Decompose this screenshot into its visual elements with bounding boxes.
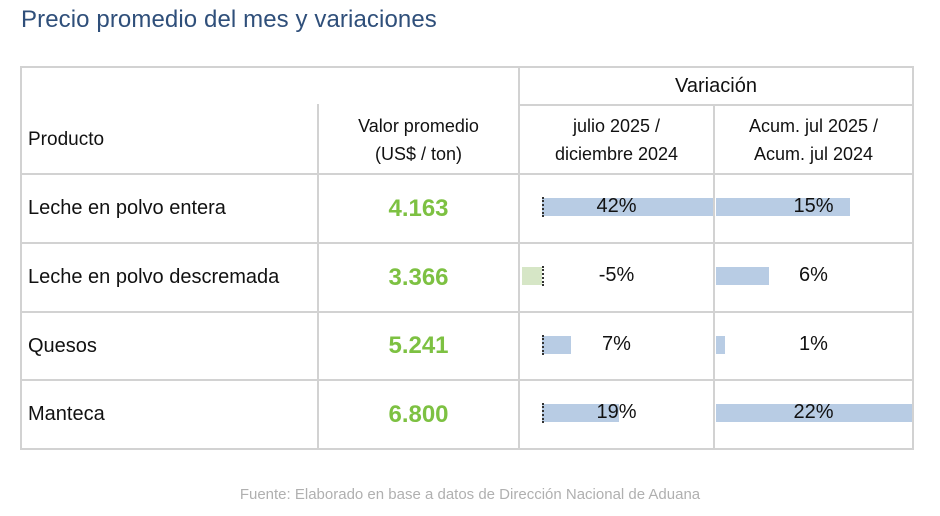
variacion-header: Variación [520, 68, 912, 104]
monthly-variation-bar [542, 403, 620, 422]
monthly-variation-header-line1: julio 2025 / [572, 115, 661, 136]
table-row-product: Leche en polvo entera [28, 197, 226, 219]
monthly-variation-header-line2: diciembre 2024 [554, 143, 679, 164]
cumulative-variation-bar [716, 197, 850, 216]
table-row-value: 6.800 [388, 400, 449, 428]
monthly-variation-value: 42% [596, 195, 637, 217]
cumulative-variation-value: 15% [793, 195, 834, 217]
monthly-variation-value: -5% [598, 264, 635, 286]
monthly-variation-bar [521, 266, 542, 285]
table-row-value: 3.366 [388, 263, 449, 291]
valor-header-line1: Valor promedio [358, 115, 479, 136]
cumulative-variation-bar [716, 335, 725, 354]
cumulative-variation-value: 22% [793, 401, 834, 423]
valor-header-line2: (US$ / ton) [374, 143, 463, 164]
cumulative-variation-value: 6% [799, 264, 828, 286]
source-footnote: Fuente: Elaborado en base a datos de Dir… [239, 486, 701, 503]
cumulative-variation-header: Acum. jul 2025 / Acum. jul 2024 [715, 106, 912, 173]
monthly-variation-bar [542, 197, 713, 216]
table-row-value: 4.163 [388, 194, 449, 222]
monthly-variation-axis [542, 402, 544, 423]
table-row-value: 5.241 [388, 332, 449, 359]
variacion-header-label: Variación [675, 75, 757, 97]
table-row-product: Quesos [28, 334, 97, 357]
monthly-variation-value: 7% [602, 333, 631, 355]
price-variation-table: Variación Producto Valor promedio (US$ /… [20, 66, 914, 450]
cumulative-variation-bar [716, 403, 912, 422]
cumulative-variation-header-line2: Acum. jul 2024 [753, 143, 874, 164]
cumulative-variation-bar [716, 266, 770, 285]
cumulative-variation-value: 1% [799, 333, 828, 355]
monthly-variation-value: 19% [596, 401, 637, 423]
producto-header: Producto [22, 106, 317, 173]
monthly-variation-bar [542, 335, 571, 354]
monthly-variation-header: julio 2025 / diciembre 2024 [520, 106, 713, 173]
table-row-product: Manteca [28, 403, 105, 425]
valor-header: Valor promedio (US$ / ton) [319, 106, 518, 173]
monthly-variation-axis [542, 265, 544, 286]
monthly-variation-axis [542, 196, 544, 217]
page-title: Precio promedio del mes y variaciones [21, 6, 437, 33]
table-row-product: Leche en polvo descremada [28, 266, 280, 288]
cumulative-variation-header-line1: Acum. jul 2025 / [748, 115, 879, 136]
producto-header-label: Producto [28, 128, 105, 150]
monthly-variation-axis [542, 334, 544, 355]
